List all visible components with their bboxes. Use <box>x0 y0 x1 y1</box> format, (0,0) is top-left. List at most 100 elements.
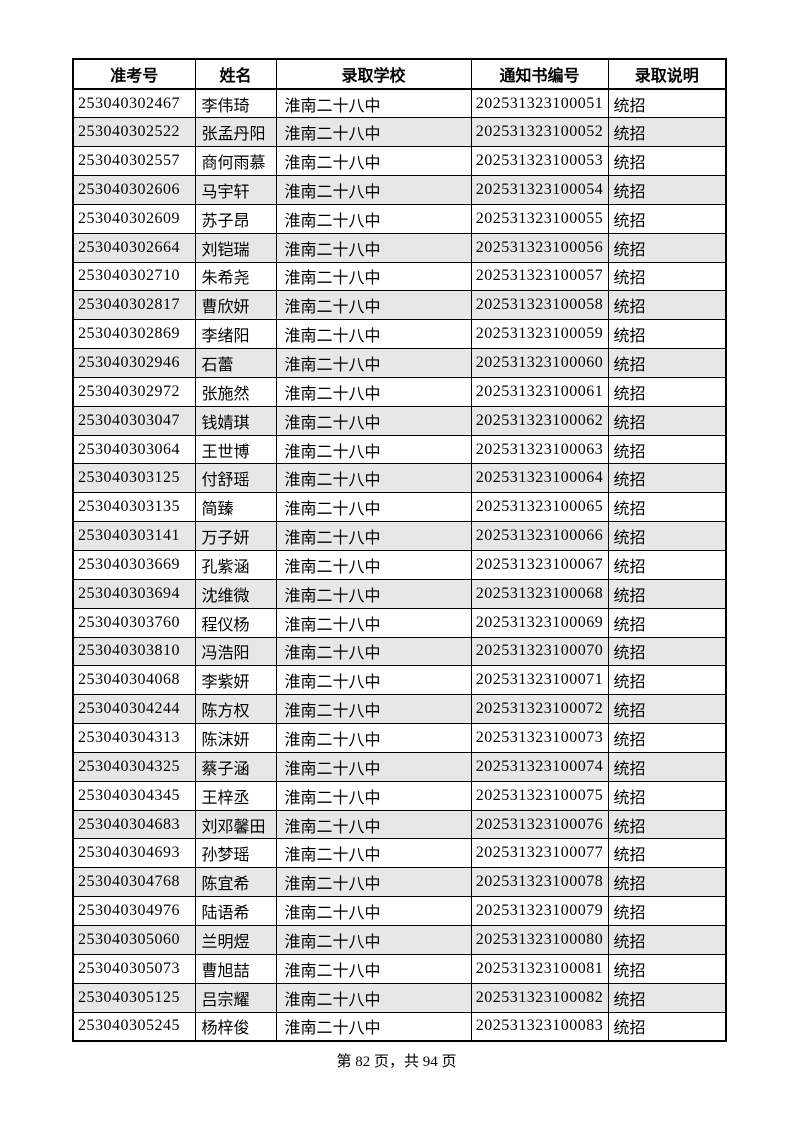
col-header-notice-no: 通知书编号 <box>470 58 609 90</box>
cell-school: 淮南二十八中 <box>275 405 472 436</box>
cell-name: 付舒瑶 <box>194 463 277 494</box>
cell-notice-no: 202531323100069 <box>470 607 609 638</box>
admission-roster-table: 准考号 姓名 录取学校 通知书编号 录取说明 253040302467 李伟琦 … <box>72 58 727 1042</box>
cell-note: 统招 <box>607 924 727 955</box>
cell-exam-no: 253040302557 <box>72 146 196 177</box>
cell-name: 曹旭喆 <box>194 953 277 984</box>
cell-school: 淮南二十八中 <box>275 636 472 667</box>
cell-school: 淮南二十八中 <box>275 463 472 494</box>
cell-notice-no: 202531323100064 <box>470 463 609 494</box>
cell-notice-no: 202531323100080 <box>470 924 609 955</box>
cell-school: 淮南二十八中 <box>275 1011 472 1042</box>
cell-name: 钱婧琪 <box>194 405 277 436</box>
cell-school: 淮南二十八中 <box>275 751 472 782</box>
table-row: 253040303694 沈维微 淮南二十八中 202531323100068 … <box>72 578 727 609</box>
table-row: 253040304313 陈沫妍 淮南二十八中 202531323100073 … <box>72 723 727 753</box>
table-row: 253040304325 蔡子涵 淮南二十八中 202531323100074 … <box>72 751 727 782</box>
table-row: 253040305060 兰明煜 淮南二十八中 202531323100080 … <box>72 924 727 955</box>
cell-exam-no: 253040302664 <box>72 232 196 263</box>
cell-school: 淮南二十八中 <box>275 521 472 551</box>
cell-exam-no: 253040303125 <box>72 463 196 494</box>
cell-note: 统招 <box>607 780 727 811</box>
cell-school: 淮南二十八中 <box>275 780 472 811</box>
cell-exam-no: 253040304683 <box>72 809 196 840</box>
cell-school: 淮南二十八中 <box>275 838 472 869</box>
table-row: 253040302467 李伟琦 淮南二十八中 202531323100051 … <box>72 88 727 119</box>
cell-name: 陈沫妍 <box>194 723 277 753</box>
cell-exam-no: 253040304325 <box>72 751 196 782</box>
cell-name: 兰明煜 <box>194 924 277 955</box>
cell-note: 统招 <box>607 578 727 609</box>
cell-notice-no: 202531323100083 <box>470 1011 609 1042</box>
cell-exam-no: 253040302609 <box>72 203 196 234</box>
cell-name: 陆语希 <box>194 896 277 926</box>
cell-note: 统招 <box>607 146 727 177</box>
cell-exam-no: 253040302606 <box>72 175 196 205</box>
cell-name: 简臻 <box>194 492 277 523</box>
cell-note: 统招 <box>607 665 727 696</box>
cell-school: 淮南二十八中 <box>275 982 472 1013</box>
cell-school: 淮南二十八中 <box>275 607 472 638</box>
cell-exam-no: 253040304345 <box>72 780 196 811</box>
cell-school: 淮南二十八中 <box>275 232 472 263</box>
cell-notice-no: 202531323100062 <box>470 405 609 436</box>
cell-note: 统招 <box>607 751 727 782</box>
cell-notice-no: 202531323100079 <box>470 896 609 926</box>
cell-school: 淮南二十八中 <box>275 896 472 926</box>
cell-notice-no: 202531323100074 <box>470 751 609 782</box>
cell-exam-no: 253040304068 <box>72 665 196 696</box>
cell-name: 马宇轩 <box>194 175 277 205</box>
cell-note: 统招 <box>607 261 727 292</box>
col-header-name: 姓名 <box>194 58 277 90</box>
table-row: 253040304693 孙梦瑶 淮南二十八中 202531323100077 … <box>72 838 727 869</box>
cell-school: 淮南二十八中 <box>275 809 472 840</box>
table-header-row: 准考号 姓名 录取学校 通知书编号 录取说明 <box>72 58 727 90</box>
table-row: 253040302557 商何雨慕 淮南二十八中 202531323100053… <box>72 146 727 177</box>
cell-exam-no: 253040305245 <box>72 1011 196 1042</box>
cell-notice-no: 202531323100066 <box>470 521 609 551</box>
cell-exam-no: 253040302522 <box>72 117 196 148</box>
cell-note: 统招 <box>607 88 727 119</box>
cell-school: 淮南二十八中 <box>275 348 472 378</box>
table-row: 253040303135 简臻 淮南二十八中 202531323100065 统… <box>72 492 727 523</box>
table-row: 253040303047 钱婧琪 淮南二十八中 202531323100062 … <box>72 405 727 436</box>
table-row: 253040304068 李紫妍 淮南二十八中 202531323100071 … <box>72 665 727 696</box>
cell-name: 刘铠瑞 <box>194 232 277 263</box>
cell-school: 淮南二十八中 <box>275 550 472 580</box>
col-header-exam-no: 准考号 <box>72 58 196 90</box>
table-row: 253040304976 陆语希 淮南二十八中 202531323100079 … <box>72 896 727 926</box>
cell-notice-no: 202531323100082 <box>470 982 609 1013</box>
table-row: 253040302946 石蕾 淮南二十八中 202531323100060 统… <box>72 348 727 378</box>
cell-name: 张施然 <box>194 376 277 407</box>
cell-note: 统招 <box>607 319 727 350</box>
col-header-note: 录取说明 <box>607 58 727 90</box>
cell-exam-no: 253040303669 <box>72 550 196 580</box>
cell-school: 淮南二十八中 <box>275 376 472 407</box>
cell-note: 统招 <box>607 434 727 465</box>
cell-school: 淮南二十八中 <box>275 694 472 725</box>
cell-name: 商何雨慕 <box>194 146 277 177</box>
cell-name: 程仪杨 <box>194 607 277 638</box>
cell-exam-no: 253040302946 <box>72 348 196 378</box>
cell-note: 统招 <box>607 636 727 667</box>
cell-note: 统招 <box>607 203 727 234</box>
cell-name: 曹欣妍 <box>194 290 277 321</box>
table-row: 253040303810 冯浩阳 淮南二十八中 202531323100070 … <box>72 636 727 667</box>
cell-name: 李绪阳 <box>194 319 277 350</box>
cell-notice-no: 202531323100073 <box>470 723 609 753</box>
cell-notice-no: 202531323100058 <box>470 290 609 321</box>
table-body: 253040302467 李伟琦 淮南二十八中 202531323100051 … <box>72 88 727 1042</box>
cell-exam-no: 253040303694 <box>72 578 196 609</box>
cell-note: 统招 <box>607 838 727 869</box>
cell-exam-no: 253040303047 <box>72 405 196 436</box>
cell-notice-no: 202531323100056 <box>470 232 609 263</box>
cell-notice-no: 202531323100071 <box>470 665 609 696</box>
cell-notice-no: 202531323100068 <box>470 578 609 609</box>
cell-note: 统招 <box>607 463 727 494</box>
cell-name: 张孟丹阳 <box>194 117 277 148</box>
cell-school: 淮南二十八中 <box>275 492 472 523</box>
cell-school: 淮南二十八中 <box>275 723 472 753</box>
page-number-footer: 第 82 页，共 94 页 <box>336 1054 457 1070</box>
cell-note: 统招 <box>607 175 727 205</box>
cell-notice-no: 202531323100063 <box>470 434 609 465</box>
